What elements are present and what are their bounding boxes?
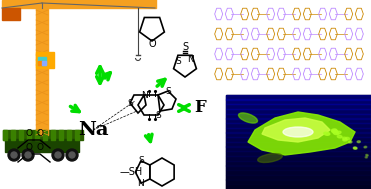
- Polygon shape: [36, 2, 48, 5]
- Ellipse shape: [366, 154, 368, 156]
- Text: O: O: [26, 143, 33, 152]
- Ellipse shape: [346, 137, 349, 140]
- Bar: [226, 114, 371, 119]
- Text: N: N: [188, 54, 194, 64]
- Bar: [213, 0, 371, 2]
- Ellipse shape: [365, 156, 367, 158]
- Circle shape: [25, 152, 31, 158]
- Ellipse shape: [357, 141, 360, 143]
- Bar: [226, 156, 371, 161]
- Bar: [226, 179, 371, 184]
- Ellipse shape: [364, 146, 367, 148]
- Bar: [43, 130, 47, 140]
- Bar: [226, 99, 371, 104]
- Text: —SH: —SH: [119, 167, 143, 177]
- Ellipse shape: [331, 129, 336, 132]
- Text: S: S: [182, 42, 188, 52]
- Bar: [226, 170, 371, 175]
- Bar: [42, 61, 46, 65]
- Text: S: S: [155, 112, 161, 121]
- Ellipse shape: [258, 153, 282, 163]
- Bar: [226, 128, 371, 133]
- Text: O: O: [36, 143, 43, 152]
- Text: S: S: [165, 88, 171, 97]
- Bar: [226, 104, 371, 109]
- Bar: [226, 165, 371, 170]
- Bar: [38, 61, 42, 65]
- Ellipse shape: [337, 135, 342, 138]
- Bar: [226, 123, 371, 128]
- Ellipse shape: [343, 139, 347, 141]
- Ellipse shape: [342, 137, 347, 139]
- Bar: [226, 146, 371, 151]
- Bar: [226, 132, 371, 137]
- Bar: [38, 57, 46, 65]
- Text: S: S: [138, 156, 144, 165]
- Ellipse shape: [283, 127, 313, 137]
- Bar: [36, 5, 48, 135]
- Text: O: O: [36, 129, 43, 138]
- Bar: [36, 0, 156, 8]
- Circle shape: [11, 152, 17, 158]
- Bar: [226, 142, 371, 147]
- Circle shape: [55, 152, 61, 158]
- Bar: [226, 137, 371, 142]
- Ellipse shape: [239, 113, 257, 123]
- Bar: [2, 0, 37, 8]
- Bar: [226, 118, 371, 123]
- Bar: [36, 52, 54, 68]
- Polygon shape: [262, 118, 330, 142]
- Bar: [67, 130, 71, 140]
- Ellipse shape: [334, 132, 339, 135]
- Polygon shape: [248, 112, 355, 155]
- Bar: [3, 130, 7, 140]
- Bar: [226, 175, 371, 180]
- Ellipse shape: [332, 130, 338, 133]
- Text: S: S: [175, 57, 181, 66]
- Bar: [11, 130, 15, 140]
- Text: O: O: [26, 129, 33, 138]
- Bar: [5, 139, 79, 152]
- Bar: [27, 130, 31, 140]
- Circle shape: [52, 149, 64, 161]
- Bar: [226, 160, 371, 166]
- Bar: [19, 130, 23, 140]
- Bar: [226, 95, 371, 100]
- Circle shape: [22, 149, 34, 161]
- Bar: [226, 95, 371, 189]
- Bar: [51, 130, 55, 140]
- Circle shape: [69, 152, 75, 158]
- Text: N: N: [141, 91, 147, 101]
- Bar: [3, 130, 83, 140]
- Text: O: O: [148, 39, 156, 49]
- Bar: [226, 109, 371, 114]
- Text: Na: Na: [78, 121, 108, 139]
- Ellipse shape: [324, 132, 330, 135]
- Bar: [2, 8, 20, 20]
- Circle shape: [8, 149, 20, 161]
- Ellipse shape: [336, 131, 341, 134]
- Text: F: F: [194, 99, 206, 116]
- Circle shape: [66, 149, 78, 161]
- Bar: [35, 130, 39, 140]
- Bar: [75, 130, 79, 140]
- Text: S: S: [127, 98, 133, 108]
- Bar: [226, 184, 371, 189]
- Ellipse shape: [348, 141, 352, 143]
- Ellipse shape: [354, 147, 357, 149]
- Ellipse shape: [353, 147, 357, 149]
- Bar: [59, 130, 63, 140]
- Bar: [226, 151, 371, 156]
- Text: N: N: [138, 179, 144, 188]
